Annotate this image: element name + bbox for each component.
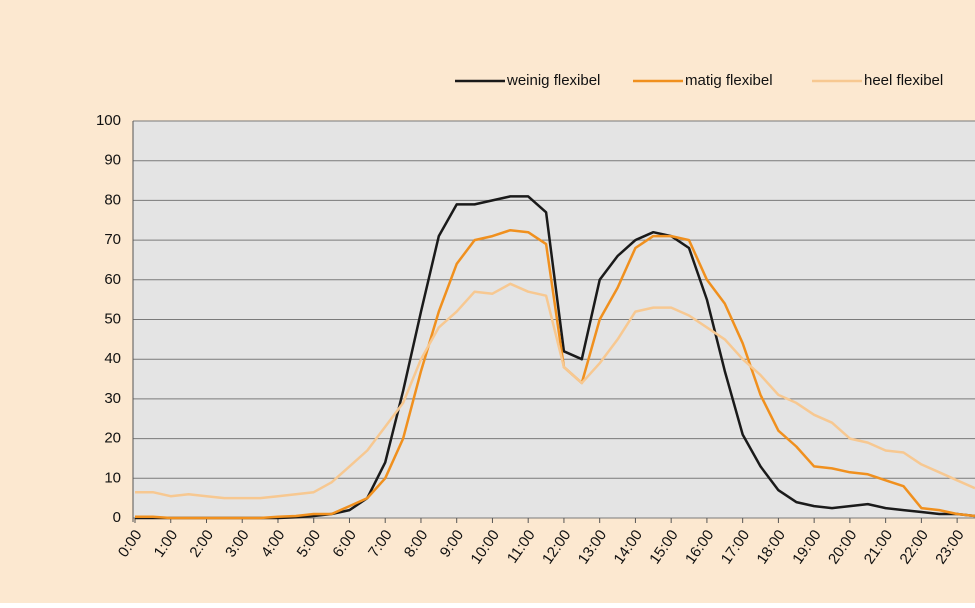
y-tick-label: 80 — [104, 191, 121, 208]
y-tick-label: 90 — [104, 152, 121, 169]
legend-label: matig flexibel — [685, 72, 773, 89]
y-tick-label: 40 — [104, 350, 121, 367]
legend-label: weinig flexibel — [506, 72, 600, 89]
y-tick-label: 0 — [113, 509, 121, 526]
y-tick-label: 100 — [96, 112, 121, 129]
y-tick-label: 70 — [104, 231, 121, 248]
legend-label: heel flexibel — [864, 72, 943, 89]
series-line — [135, 228, 975, 520]
y-tick-label: 60 — [104, 271, 121, 288]
y-tick-label: 50 — [104, 310, 121, 327]
series-line — [135, 282, 975, 500]
y-tick-label: 10 — [104, 469, 121, 486]
y-tick-label: 30 — [104, 390, 121, 407]
y-tick-label: 20 — [104, 430, 121, 447]
